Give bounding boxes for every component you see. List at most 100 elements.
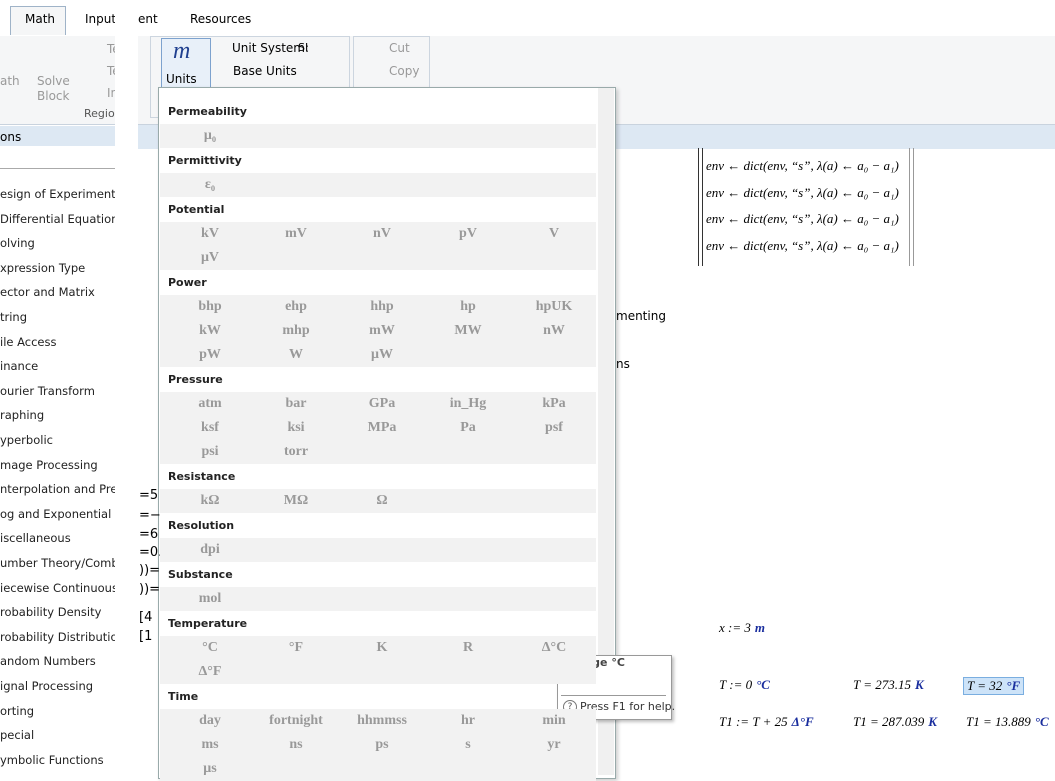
unit-item[interactable]: pV bbox=[459, 226, 477, 241]
unit-item[interactable]: MPa bbox=[367, 420, 397, 435]
unit-item[interactable]: mol bbox=[198, 591, 222, 606]
sidebar-item[interactable]: Differential Equations bbox=[0, 211, 115, 226]
sidebar-item[interactable]: og and Exponential bbox=[0, 506, 112, 521]
button-label[interactable]: Cut bbox=[389, 41, 410, 55]
unit-item[interactable]: μs bbox=[203, 761, 217, 776]
math-region[interactable]: T = 32 °F bbox=[963, 677, 1025, 695]
sidebar-item[interactable]: robability Distribution bbox=[0, 629, 115, 644]
unit-item[interactable]: ps bbox=[375, 737, 389, 752]
unit-item[interactable]: kΩ bbox=[200, 493, 220, 508]
unit-item[interactable]: Δ°F bbox=[198, 664, 222, 679]
unit-item[interactable]: W bbox=[289, 347, 303, 362]
tab[interactable]: Resources bbox=[190, 12, 252, 26]
unit-item[interactable]: ksi bbox=[287, 420, 305, 435]
unit-item[interactable]: μ₀ bbox=[203, 128, 217, 143]
unit-item[interactable]: Ω bbox=[376, 493, 388, 508]
unit-item[interactable]: yr bbox=[547, 737, 561, 752]
unit-item[interactable]: μW bbox=[371, 347, 393, 362]
unit-item[interactable]: kPa bbox=[542, 396, 566, 411]
unit-item[interactable]: hhp bbox=[370, 299, 394, 314]
math-region[interactable]: T1 = 13.889 °C bbox=[963, 714, 1052, 730]
sidebar-item[interactable]: andom Numbers bbox=[0, 654, 96, 669]
unit-item[interactable]: V bbox=[548, 226, 560, 241]
unit-item[interactable]: R bbox=[462, 640, 474, 655]
unit-item[interactable]: ns bbox=[289, 737, 303, 752]
sidebar-item[interactable]: yperbolic bbox=[0, 433, 53, 447]
tab[interactable]: Math bbox=[25, 12, 56, 26]
tab[interactable]: ent bbox=[138, 12, 158, 26]
unit-item[interactable]: day bbox=[199, 713, 221, 728]
ribbon-label[interactable]: Solve bbox=[37, 74, 70, 88]
sidebar-item[interactable]: ile Access bbox=[0, 334, 57, 349]
unit-item[interactable]: bar bbox=[285, 396, 307, 411]
unit-item[interactable]: s bbox=[465, 737, 471, 752]
unit-item[interactable]: K bbox=[376, 640, 388, 655]
unit-item[interactable]: hhmmss bbox=[357, 713, 407, 728]
unit-item[interactable]: hpUK bbox=[535, 299, 573, 314]
unit-item[interactable]: kV bbox=[201, 226, 219, 241]
unit-item[interactable]: ms bbox=[201, 737, 219, 752]
unit-item[interactable]: mV bbox=[285, 226, 307, 241]
sidebar-item[interactable]: ourier Transform bbox=[0, 383, 95, 398]
unit-item[interactable]: fortnight bbox=[269, 713, 323, 728]
button-label[interactable]: Units bbox=[166, 72, 197, 86]
unit-item[interactable]: bhp bbox=[198, 299, 222, 314]
unit-item[interactable]: μV bbox=[200, 250, 220, 265]
sidebar-item[interactable]: mage Processing bbox=[0, 457, 98, 472]
unit-item[interactable]: psf bbox=[545, 420, 563, 435]
unit-item[interactable]: °C bbox=[202, 640, 218, 655]
sidebar-item[interactable]: inance bbox=[0, 359, 39, 374]
button-label[interactable]: Base Units bbox=[233, 64, 297, 78]
scrollbar[interactable] bbox=[598, 88, 614, 775]
unit-item[interactable]: ehp bbox=[285, 299, 307, 314]
tab[interactable]: Input/ bbox=[85, 12, 121, 26]
math-region[interactable]: T = 273.15 K bbox=[850, 677, 927, 693]
unit-item[interactable]: MΩ bbox=[283, 493, 309, 508]
unit-item[interactable]: kW bbox=[199, 323, 221, 338]
unit-item[interactable]: torr bbox=[283, 444, 309, 459]
unit-item[interactable]: in_Hg bbox=[449, 396, 487, 411]
button-label[interactable]: Copy bbox=[389, 64, 420, 78]
unit-item[interactable]: Pa bbox=[460, 420, 476, 435]
sidebar-item[interactable]: olving bbox=[0, 236, 35, 251]
sidebar-item[interactable]: xpression Type bbox=[0, 260, 86, 275]
sidebar-item[interactable]: ignal Processing bbox=[0, 679, 94, 693]
unit-item[interactable]: min bbox=[542, 713, 566, 728]
unit-item[interactable]: GPa bbox=[368, 396, 396, 411]
unit-item[interactable]: mhp bbox=[282, 323, 310, 338]
unit-item[interactable]: MW bbox=[454, 323, 482, 338]
tab-active[interactable] bbox=[10, 6, 66, 35]
sidebar-item[interactable]: ector and Matrix bbox=[0, 285, 95, 300]
unit-item[interactable]: psi bbox=[201, 444, 219, 459]
sidebar-item[interactable]: tring bbox=[0, 310, 28, 324]
math-region[interactable]: T := 0 °C bbox=[716, 677, 773, 693]
sidebar-item[interactable]: nterpolation and Predi bbox=[0, 482, 115, 497]
unit-item[interactable]: nW bbox=[543, 323, 565, 338]
unit-item[interactable]: atm bbox=[198, 396, 222, 411]
sidebar-item[interactable]: iscellaneous bbox=[0, 531, 71, 546]
unit-item[interactable]: nV bbox=[373, 226, 391, 241]
sidebar-item[interactable]: iecewise Continuous bbox=[0, 580, 115, 595]
sidebar-item[interactable]: raphing bbox=[0, 408, 45, 423]
unit-item[interactable]: Δ°C bbox=[541, 640, 567, 655]
unit-item[interactable]: dpi bbox=[200, 542, 220, 557]
ribbon-label[interactable]: Block bbox=[37, 89, 70, 103]
unit-item[interactable]: ε₀ bbox=[204, 177, 216, 192]
sidebar-item[interactable]: ymbolic Functions bbox=[0, 752, 104, 767]
unit-item[interactable]: hp bbox=[460, 299, 476, 314]
math-region[interactable]: T1 = 287.039 K bbox=[850, 714, 940, 730]
sidebar-item[interactable]: umber Theory/Combi bbox=[0, 556, 115, 570]
dropdown-value[interactable]: SI bbox=[298, 41, 309, 54]
sidebar-item[interactable]: pecial bbox=[0, 728, 35, 743]
unit-item[interactable]: ksf bbox=[201, 420, 219, 435]
sidebar-item[interactable]: orting bbox=[0, 703, 35, 718]
unit-item[interactable]: hr bbox=[461, 713, 475, 728]
math-region[interactable]: T1 := T + 25 Δ°F bbox=[716, 714, 817, 730]
unit-item[interactable]: mW bbox=[369, 323, 395, 338]
sidebar-item[interactable]: robability Density bbox=[0, 605, 102, 620]
unit-item[interactable]: °F bbox=[288, 640, 304, 655]
units-button[interactable] bbox=[161, 38, 211, 90]
sidebar-item[interactable]: esign of Experiments bbox=[0, 187, 115, 201]
unit-item[interactable]: pW bbox=[199, 347, 221, 362]
